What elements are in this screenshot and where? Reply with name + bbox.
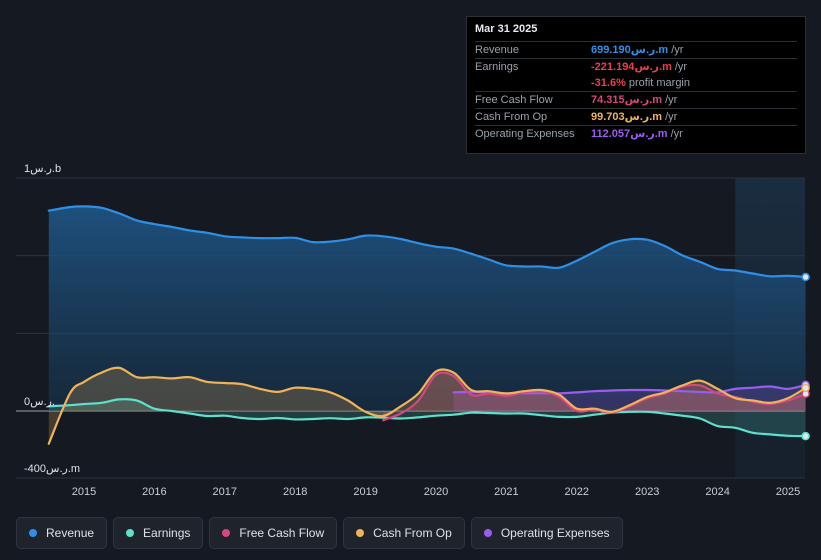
x-tick-label: 2018 — [283, 486, 307, 498]
earnings-area — [48, 399, 806, 437]
y-axis: 1ر.س.b 0ر.س. -400ر.س.m — [24, 163, 80, 475]
tooltip-row: Cash From Op 99.703ر.س.m/yr — [475, 108, 797, 125]
tooltip-value: -31.6% — [591, 77, 626, 89]
free-cash-flow-area — [383, 372, 806, 421]
tooltip-label: Earnings — [475, 61, 519, 73]
tooltip-value: 99.703ر.س.m — [591, 111, 663, 123]
chart-legend: Revenue Earnings Free Cash Flow Cash From O… — [16, 517, 623, 549]
x-tick-label: 2019 — [353, 486, 377, 498]
tooltip-unit: /yr — [674, 61, 688, 73]
x-tick-label: 2022 — [565, 486, 589, 498]
series-endpoints — [801, 272, 810, 441]
x-tick-label: 2015 — [72, 486, 96, 498]
legend-dot-icon — [356, 529, 365, 537]
tooltip-row: Free Cash Flow 74.315ر.س.m/yr — [475, 91, 797, 108]
legend-label: Cash From Op — [373, 526, 452, 540]
earnings-line — [47, 398, 807, 438]
x-tick-label: 2020 — [424, 486, 448, 498]
cash-from-op-endpoint — [801, 383, 810, 393]
legend-label: Revenue — [46, 526, 95, 540]
tooltip-panel: Mar 31 2025 Revenue 699.190ر.س.m/yr Earnin… — [466, 16, 806, 154]
legend-item-operating-expenses[interactable]: Operating Expenses — [470, 517, 623, 549]
legend-dot-icon — [126, 529, 135, 537]
legend-dot-icon — [222, 529, 231, 537]
legend-label: Earnings — [143, 526, 191, 540]
y-tick-label: 1ر.س.b — [24, 163, 61, 175]
y-tick-label: -400ر.س.m — [24, 463, 80, 475]
tooltip-unit: /yr — [665, 94, 678, 106]
tooltip-value: 74.315ر.س.m — [591, 94, 663, 106]
series-lines — [47, 205, 807, 445]
x-axis: 2015 2016 2017 2018 2019 2020 2021 2022 2023 2024… — [72, 486, 800, 498]
x-tick-label: 2024 — [705, 486, 729, 498]
tooltip-label: Revenue — [475, 44, 520, 56]
legend-item-revenue[interactable]: Revenue — [16, 517, 108, 549]
legend-label: Free Cash Flow — [239, 526, 325, 540]
operating-expenses-area — [453, 384, 806, 411]
legend-label: Operating Expenses — [500, 526, 610, 540]
tooltip-unit: profit margin — [628, 77, 690, 89]
tooltip-label: Operating Expenses — [475, 128, 575, 140]
tooltip-label — [475, 77, 591, 89]
revenue-area — [48, 206, 806, 411]
earnings-endpoint — [801, 431, 810, 441]
tooltip-row: Earnings -221.194ر.س.m/yr — [475, 58, 797, 75]
tooltip-unit: /yr — [671, 44, 684, 56]
x-tick-label: 2017 — [213, 486, 237, 498]
x-tick-label: 2016 — [142, 486, 166, 498]
tooltip-label: Cash From Op — [475, 111, 548, 123]
revenue-endpoint — [801, 272, 810, 282]
tooltip-value: -221.194ر.س.m — [591, 61, 672, 73]
tooltip-unit: /yr — [665, 111, 678, 123]
x-tick-label: 2021 — [494, 486, 518, 498]
tooltip-date: Mar 31 2025 — [475, 23, 538, 35]
x-tick-label: 2025 — [776, 486, 800, 498]
tooltip-row: -31.6% profit margin — [475, 75, 797, 91]
tooltip-row: Revenue 699.190ر.س.m/yr — [475, 41, 797, 58]
tooltip-unit: /yr — [670, 128, 683, 140]
revenue-line — [47, 205, 807, 279]
cash-from-op-area — [48, 367, 806, 444]
tooltip-label: Free Cash Flow — [475, 94, 553, 106]
cash-from-op-line — [47, 366, 807, 445]
legend-item-cash-from-op[interactable]: Cash From Op — [343, 517, 465, 549]
legend-dot-icon — [29, 529, 37, 537]
legend-dot-icon — [483, 529, 492, 537]
tooltip-row: Operating Expenses 112.057ر.س.m/yr — [475, 125, 797, 142]
x-tick-label: 2023 — [635, 486, 659, 498]
series-areas — [48, 206, 806, 444]
tooltip-rows: Revenue 699.190ر.س.m/yr Earnings -221.194ر.… — [475, 41, 797, 142]
y-tick-label: 0ر.س. — [24, 396, 55, 408]
tooltip-value: 699.190ر.س.m — [591, 44, 669, 56]
legend-item-free-cash-flow[interactable]: Free Cash Flow — [209, 517, 338, 549]
legend-item-earnings[interactable]: Earnings — [113, 517, 204, 549]
tooltip-value: 112.057ر.س.m — [591, 128, 668, 140]
